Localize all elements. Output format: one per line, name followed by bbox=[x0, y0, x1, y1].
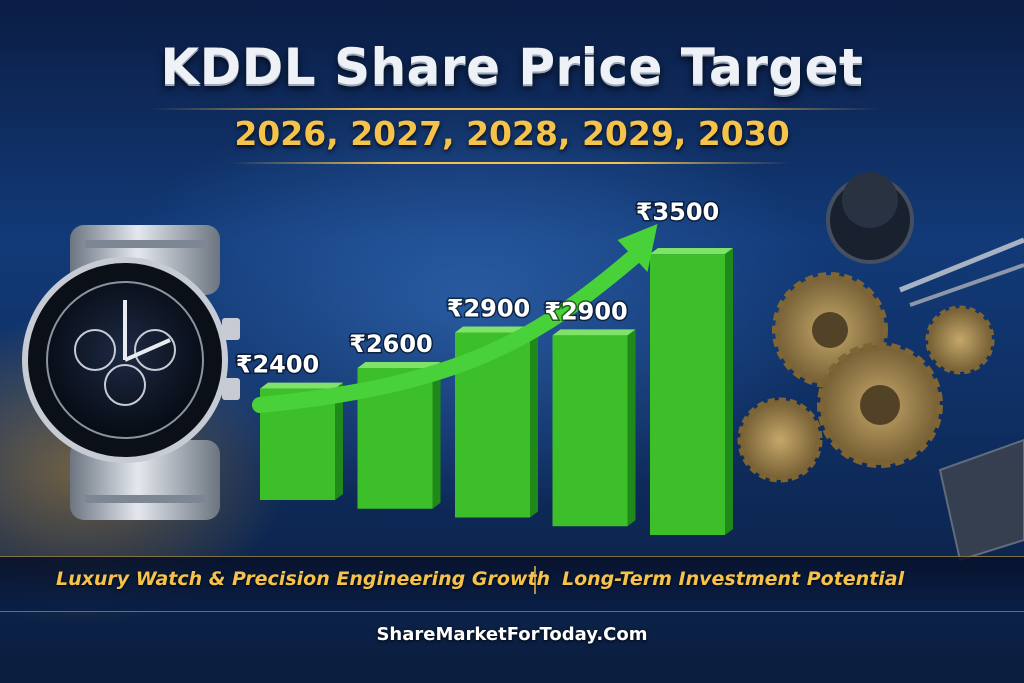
tagline-right: Long-Term Investment Potential bbox=[562, 568, 905, 590]
bar-side-2026 bbox=[335, 382, 343, 500]
watch-gears-icon bbox=[737, 172, 1024, 562]
bar-top-2029 bbox=[552, 329, 636, 336]
bar-side-2029 bbox=[627, 329, 636, 527]
title-divider bbox=[150, 108, 880, 110]
value-label-2028: ₹2900 bbox=[447, 295, 531, 323]
bar-2030 bbox=[650, 254, 725, 536]
tagline-band bbox=[0, 556, 1024, 612]
trend-arrow bbox=[252, 244, 648, 413]
bar-top-2027 bbox=[357, 361, 441, 368]
trend-arrow-head bbox=[617, 224, 658, 272]
wristwatch-icon bbox=[22, 225, 240, 520]
page-title: KDDL Share Price Target bbox=[160, 38, 864, 96]
page-subtitle: 2026, 2027, 2028, 2029, 2030 bbox=[234, 114, 790, 153]
bar-side-2027 bbox=[432, 361, 441, 509]
bar-top-2030 bbox=[650, 248, 733, 255]
value-label-2029: ₹2900 bbox=[544, 297, 628, 325]
subtitle-divider bbox=[230, 162, 790, 164]
tagline-left: Luxury Watch & Precision Engineering Gro… bbox=[56, 568, 551, 590]
bar-side-2030 bbox=[725, 248, 733, 536]
bar-top-2026 bbox=[260, 382, 343, 389]
footer-site: ShareMarketForToday.Com bbox=[376, 624, 648, 645]
bar-2029 bbox=[552, 335, 628, 527]
value-label-2030: ₹3500 bbox=[636, 198, 720, 226]
value-label-2027: ₹2600 bbox=[349, 330, 433, 358]
value-label-2026: ₹2400 bbox=[236, 351, 320, 379]
bar-side-2028 bbox=[530, 326, 538, 518]
tagline-separator bbox=[534, 566, 536, 594]
